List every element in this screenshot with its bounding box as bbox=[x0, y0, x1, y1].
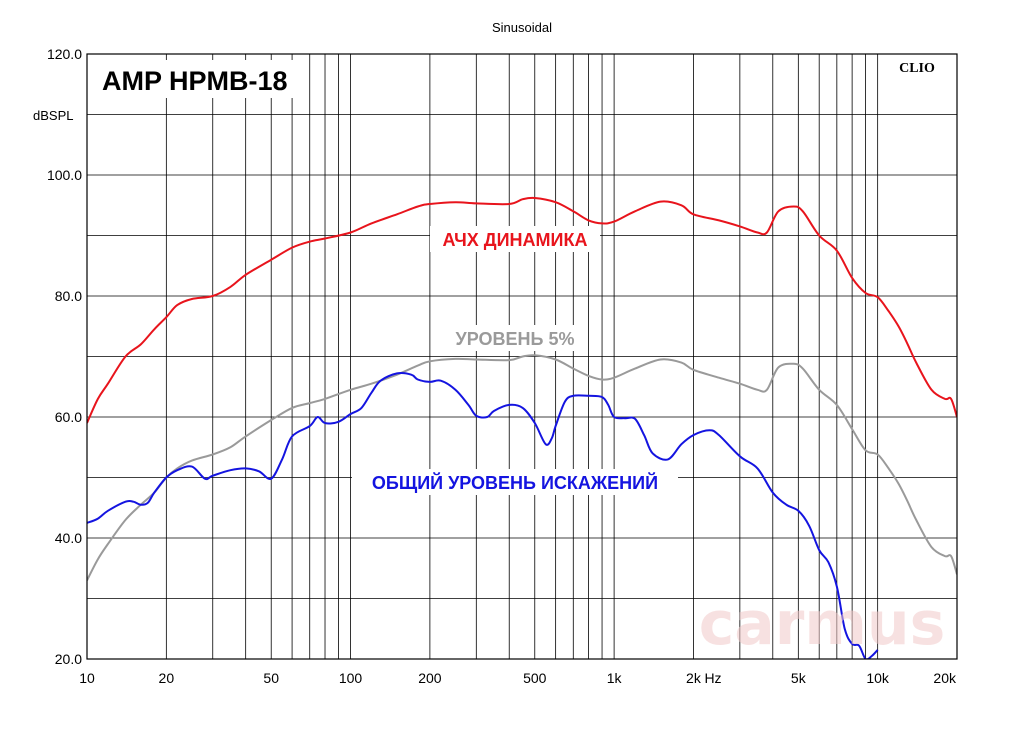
brand-model-label: AMP HPMB-18 bbox=[102, 66, 288, 96]
annotation-total-distortion: ОБЩИЙ УРОВЕНЬ ИСКАЖЕНИЙ bbox=[372, 472, 658, 493]
annotation-blue-bg bbox=[352, 469, 678, 495]
x-tick-label: 10 bbox=[79, 670, 95, 686]
y-tick-label: 80.0 bbox=[55, 288, 82, 304]
x-tick-label: 200 bbox=[418, 670, 442, 686]
series-frequency-response bbox=[87, 196, 957, 424]
y-tick-label: 100.0 bbox=[47, 167, 82, 183]
x-tick-labels: 10 20 50 100 200 500 1k 2k 5k 10k 20k bbox=[79, 670, 957, 686]
x-tick-label: 20 bbox=[159, 670, 175, 686]
y-tick-labels: 20.0 40.0 60.0 80.0 100.0 120.0 bbox=[47, 46, 82, 667]
x-unit-label: Hz bbox=[704, 670, 721, 686]
x-tick-label: 10k bbox=[866, 670, 890, 686]
series-total-distortion bbox=[87, 372, 879, 659]
plot-frame bbox=[86, 53, 958, 660]
y-tick-label: 40.0 bbox=[55, 530, 82, 546]
annotation-5-percent-level: УРОВЕНЬ 5% bbox=[456, 329, 575, 349]
series-layer bbox=[87, 196, 957, 659]
y-tick-label: 60.0 bbox=[55, 409, 82, 425]
series-5-percent-level bbox=[87, 354, 957, 581]
y-tick-label: 120.0 bbox=[47, 46, 82, 62]
chart-title: Sinusoidal bbox=[492, 20, 552, 35]
annotation-red-bg bbox=[430, 226, 600, 252]
x-tick-label: 2k bbox=[686, 670, 702, 686]
clio-logo: CLIO bbox=[899, 61, 935, 76]
x-tick-label: 100 bbox=[339, 670, 363, 686]
x-tick-label: 20k bbox=[933, 670, 957, 686]
brand-label-bg bbox=[97, 60, 309, 98]
annotation-frequency-response: АЧХ ДИНАМИКА bbox=[443, 230, 588, 250]
clio-label-bg bbox=[892, 57, 942, 77]
y-axis-label: dBSPL bbox=[33, 108, 73, 123]
watermark-logo: carmus bbox=[699, 589, 946, 659]
annotation-grey-bg bbox=[448, 325, 583, 351]
x-tick-label: 50 bbox=[263, 670, 279, 686]
x-tick-label: 500 bbox=[523, 670, 547, 686]
x-tick-label: 1k bbox=[607, 670, 623, 686]
x-tick-label: 5k bbox=[791, 670, 807, 686]
y-tick-label: 20.0 bbox=[55, 651, 82, 667]
